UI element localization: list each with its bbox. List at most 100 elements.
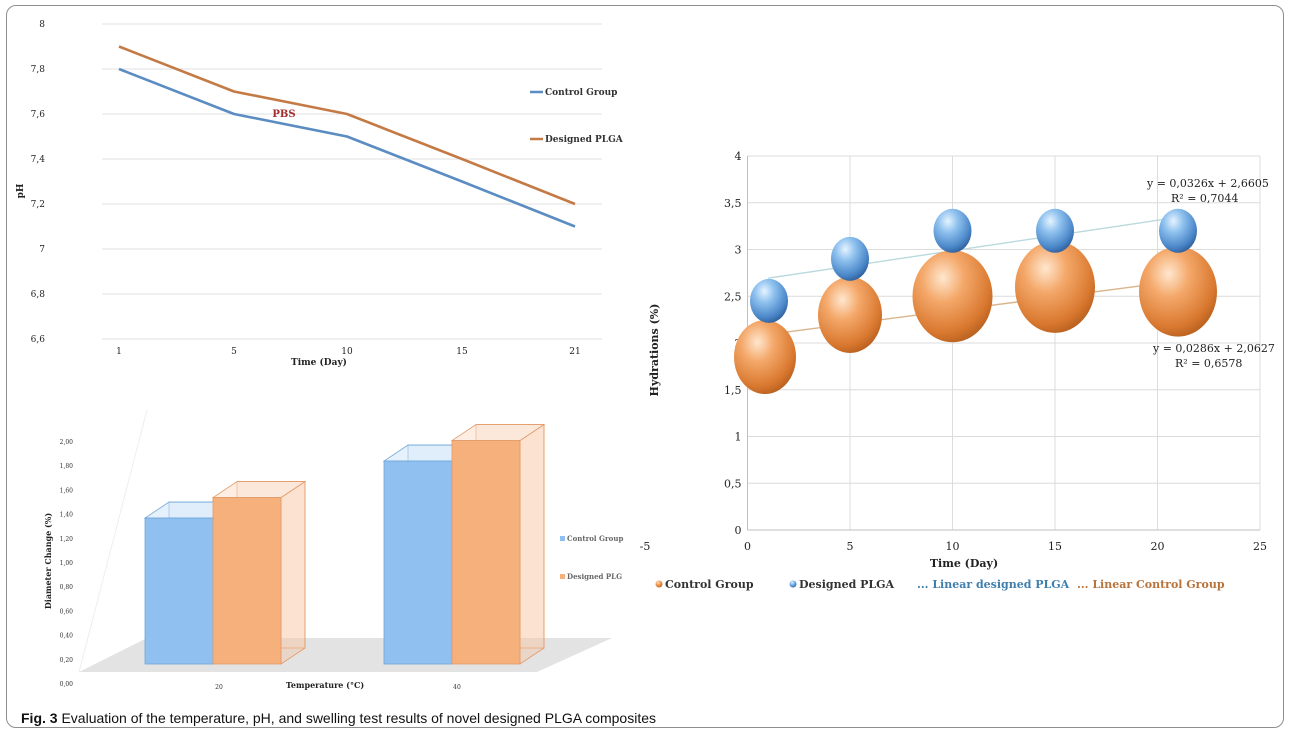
bar-plga	[450, 423, 546, 665]
point-designed-plga	[1159, 208, 1197, 253]
ph-legend-label-plga: Designed PLGA	[545, 135, 624, 145]
ph-line-plga	[118, 45, 576, 206]
bar-chart-wall-edge	[78, 409, 148, 673]
trend-equation-plga: y = 0,0326x + 2,6605	[1146, 177, 1269, 190]
ph-legend-label-control: Control Group	[545, 88, 617, 98]
ph-y-tick: 8	[39, 20, 45, 30]
bar-front-face	[383, 460, 453, 665]
bar-y-tick: 0,20	[60, 657, 74, 664]
bar-y-tick: 1,40	[60, 512, 74, 519]
ph-x-tick: 10	[341, 347, 353, 357]
bar-plga	[211, 480, 307, 665]
point-control-group	[1139, 246, 1217, 337]
figure-caption: Fig. 3 Evaluation of the temperature, pH…	[21, 710, 1271, 726]
legend-swatch-control	[655, 580, 663, 588]
hydration-x-tick: 25	[1253, 540, 1267, 553]
point-designed-plga	[750, 278, 788, 323]
bar-y-axis-title: Diameter Change (%)	[43, 513, 53, 610]
hydration-legend: Control Group Designed PLGA ... Linear d…	[655, 578, 1225, 591]
ph-gridlines	[102, 23, 602, 340]
trend-r2-control: R² = 0,6578	[1175, 357, 1242, 370]
hydration-x-tick: 20	[1151, 540, 1165, 553]
legend-label-plga: Designed PLGA	[799, 578, 895, 591]
figure-frame: 6,6 6,8 7 7,2 7,4 7,6 7,8 8 1 5 10 15 21 Time (Day)…	[6, 5, 1284, 728]
ph-x-tick: 5	[231, 347, 237, 357]
point-designed-plga	[831, 236, 869, 281]
legend-label-control: Control Group	[665, 578, 754, 591]
legend-swatch-plga	[789, 580, 797, 588]
ph-x-tick: 21	[569, 347, 580, 357]
bar-y-tick: 1,60	[60, 487, 74, 494]
bar-y-tick: 1,80	[60, 463, 74, 470]
ph-y-axis-title: pH	[16, 183, 26, 198]
ph-y-tick: 7,6	[31, 110, 46, 120]
bar-front-face	[212, 497, 282, 665]
point-control-group	[818, 276, 882, 353]
hydration-y-tick: 0	[735, 524, 742, 537]
ph-line-control	[118, 67, 576, 228]
point-control-group	[734, 320, 796, 395]
ph-y-tick: 6,6	[31, 335, 46, 345]
point-designed-plga	[1036, 208, 1074, 253]
bar-y-tick: 0,40	[60, 633, 74, 640]
legend-label-linear-plga: ... Linear designed PLGA	[917, 578, 1070, 591]
bar-series	[143, 423, 546, 665]
hydration-y-tick: 0,5	[724, 477, 742, 490]
bar-x-axis-title: Temperature (°C)	[286, 680, 364, 690]
hydration-y-tick: 2,5	[724, 290, 742, 303]
hydration-y-tick: 1,5	[724, 384, 742, 397]
hydration-y-tick: 1	[735, 431, 742, 444]
ph-y-tick: 6,8	[31, 290, 46, 300]
bar-x-tick-20: 20	[215, 684, 223, 691]
hydration-x-tick-labels: -5 0 5 10 15 20 25	[640, 540, 1267, 553]
ph-x-tick: 1	[116, 347, 122, 357]
legend-label-linear-control: ... Linear Control Group	[1077, 578, 1225, 591]
bar-y-tick: 0,00	[60, 681, 74, 688]
bar-y-tick-labels: 0,00 0,20 0,40 0,60 0,80 1,00 1,20 1,40 1,60 1,80…	[60, 439, 74, 688]
trend-r2-plga: R² = 0,7044	[1171, 192, 1238, 205]
ph-legend: Control Group Designed PLGA	[530, 88, 624, 145]
hydration-x-tick: -5	[640, 540, 651, 553]
ph-series-lines	[118, 45, 576, 228]
point-designed-plga	[933, 208, 972, 253]
bar-side-face	[280, 480, 306, 665]
hydration-y-axis-title: Hydrations (%)	[648, 304, 661, 397]
diameter-bar-chart: 0,00 0,20 0,40 0,60 0,80 1,00 1,20 1,40 1,60 1,80…	[43, 409, 623, 691]
bar-legend-label-control: Control Group	[567, 534, 623, 543]
bar-x-tick-40: 40	[453, 684, 461, 691]
point-control-group	[912, 250, 993, 343]
caption-label: Fig. 3	[21, 710, 58, 726]
trend-equation-control: y = 0,0286x + 2,0627	[1152, 342, 1275, 355]
bar-legend-label-plga: Designed PLG	[567, 572, 622, 581]
hydration-y-tick-labels: 00,511,522,533,54	[724, 150, 742, 537]
bar-front-face	[144, 517, 214, 665]
ph-x-tick-labels: 1 5 10 15 21	[116, 347, 581, 357]
hydration-y-tick: 4	[735, 150, 742, 163]
bar-side-face	[519, 423, 545, 665]
bar-y-tick: 0,60	[60, 608, 74, 615]
bar-y-tick: 1,00	[60, 560, 74, 567]
bar-legend-swatch-plga	[560, 574, 565, 579]
ph-annotation-pbs: PBS	[272, 109, 295, 120]
hydration-y-tick: 3,5	[724, 197, 742, 210]
ph-x-axis-title: Time (Day)	[291, 357, 347, 368]
hydration-x-tick: 5	[847, 540, 854, 553]
bar-y-tick: 0,80	[60, 584, 74, 591]
hydration-x-axis-title: Time (Day)	[930, 557, 998, 570]
hydration-y-tick: 3	[735, 244, 742, 257]
hydration-x-tick: 10	[946, 540, 960, 553]
hydration-points	[734, 208, 1217, 395]
ph-y-tick: 7,2	[31, 200, 45, 210]
bar-legend: Control Group Designed PLG	[560, 534, 623, 581]
bar-legend-swatch-control	[560, 536, 565, 541]
caption-text: Evaluation of the temperature, pH, and s…	[61, 710, 657, 726]
ph-x-tick: 15	[456, 347, 468, 357]
bar-front-face	[451, 440, 521, 665]
point-control-group	[1015, 240, 1095, 333]
ph-y-tick: 7	[39, 245, 45, 255]
bar-y-tick: 1,20	[60, 536, 74, 543]
ph-line-chart: 6,66,877,27,47,67,88 1 5 10 15 21 Time (Day)…	[16, 20, 624, 368]
figure-canvas: 6,66,877,27,47,67,88 1 5 10 15 21 Time (Day)…	[16, 20, 1275, 691]
bar-y-tick: 2,00	[60, 439, 74, 446]
